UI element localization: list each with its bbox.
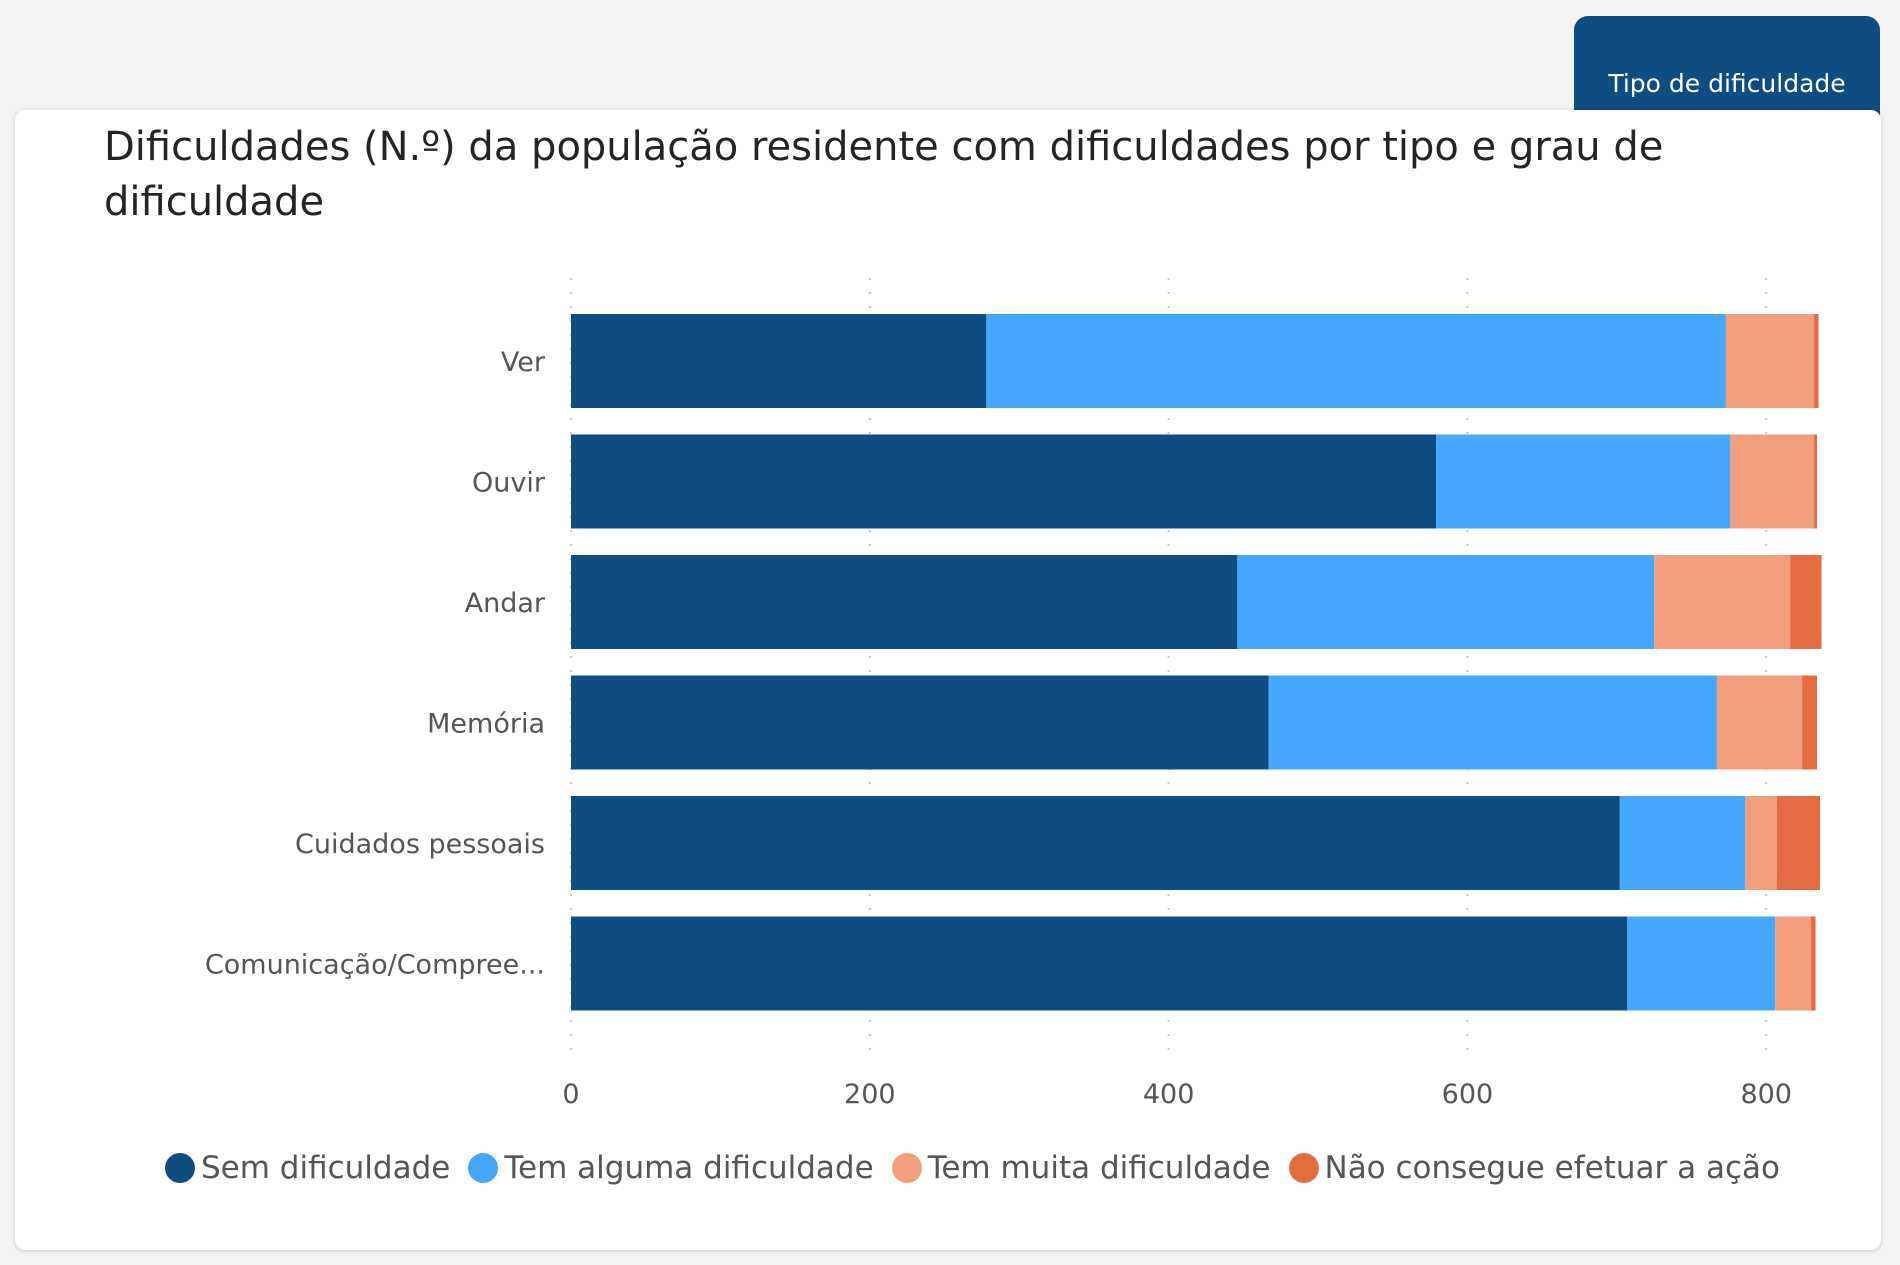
bar-segment[interactable]: [1730, 434, 1815, 529]
x-tick-label-200: 200: [844, 1079, 896, 1110]
bar-segment[interactable]: [1802, 675, 1818, 770]
category-label: Cuidados pessoais: [295, 829, 545, 860]
bar-segment[interactable]: [1814, 434, 1818, 529]
bar-segment[interactable]: [986, 314, 1726, 408]
bar-segment[interactable]: [571, 434, 1437, 529]
bar-segment[interactable]: [1619, 796, 1746, 890]
bar-segment[interactable]: [1716, 675, 1803, 770]
legend-label: Tem muita dificuldade: [927, 1150, 1271, 1186]
bar-segment[interactable]: [571, 314, 987, 408]
category-label: Andar: [465, 588, 546, 619]
bar-segment[interactable]: [571, 916, 1628, 1011]
bar-segment[interactable]: [1436, 434, 1731, 529]
category-label: Memória: [427, 709, 545, 740]
bar-segment[interactable]: [1627, 916, 1776, 1011]
legend-swatch: [165, 1153, 195, 1183]
tipo-de-dificuldade-tab[interactable]: Tipo de dificuldade: [1574, 16, 1880, 126]
legend-swatch: [1288, 1153, 1319, 1183]
legend-swatch: [891, 1153, 922, 1183]
legend-item[interactable]: Sem dificuldade: [165, 1150, 450, 1186]
category-label: Ver: [501, 347, 546, 378]
legend-label: Sem dificuldade: [201, 1150, 451, 1186]
chart-legend: Sem dificuldade Tem alguma dificuldade Tem…: [165, 1150, 1780, 1186]
x-tick-label-0: 0: [562, 1079, 579, 1110]
bar-segment[interactable]: [1725, 314, 1815, 408]
x-tick-label-800: 800: [1740, 1079, 1792, 1110]
legend-swatch: [468, 1153, 499, 1183]
bar-segment[interactable]: [571, 796, 1620, 890]
category-label: Ouvir: [472, 468, 546, 499]
bar-segment[interactable]: [1745, 796, 1777, 890]
category-label: Comunicação/Compree...: [205, 950, 545, 981]
legend-item[interactable]: Tem muita dificuldade: [891, 1150, 1271, 1186]
tab-label: Tipo de dificuldade: [1608, 69, 1846, 98]
bar-segment[interactable]: [1790, 555, 1822, 649]
bar-segment[interactable]: [1814, 314, 1819, 408]
legend-item[interactable]: Tem alguma dificuldade: [468, 1150, 874, 1186]
bar-segment[interactable]: [1654, 555, 1791, 649]
bar-segment[interactable]: [1811, 916, 1816, 1011]
bar-segment[interactable]: [571, 555, 1238, 649]
bar-segment[interactable]: [1776, 796, 1821, 890]
bar-segment[interactable]: [571, 675, 1269, 770]
bar-segment[interactable]: [1775, 916, 1812, 1011]
chart-title: Dificuldades (N.º) da população resident…: [104, 124, 1664, 225]
x-tick-label-400: 400: [1143, 1079, 1195, 1110]
legend-item[interactable]: Não consegue efetuar a ação: [1288, 1150, 1780, 1186]
legend-label: Não consegue efetuar a ação: [1324, 1150, 1780, 1186]
bar-segment[interactable]: [1268, 675, 1717, 770]
legend-label: Tem alguma dificuldade: [504, 1150, 874, 1186]
bar-segment[interactable]: [1237, 555, 1655, 649]
x-tick-label-600: 600: [1442, 1079, 1494, 1110]
